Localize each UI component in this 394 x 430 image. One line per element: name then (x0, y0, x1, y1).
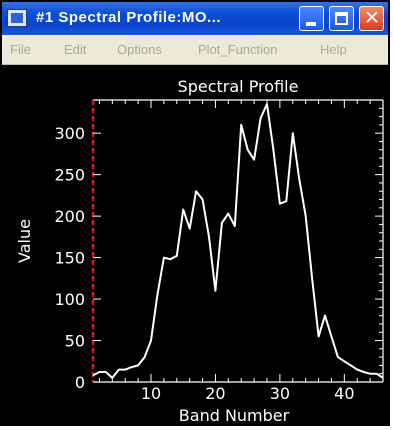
app-icon-graphic (11, 13, 23, 23)
window-title: #1 Spectral Profile:MO... (36, 9, 222, 26)
maximize-icon (335, 12, 348, 25)
plot-area: Spectral Profile 0 50 100 150 200 250 300 10 20 30… (2, 65, 388, 425)
app-icon[interactable] (7, 9, 27, 27)
x-tick-label: 40 (334, 384, 354, 403)
chart-title: Spectral Profile (178, 77, 299, 96)
close-button[interactable]: ✕ (359, 6, 384, 31)
spectral-profile-chart: Spectral Profile 0 50 100 150 200 250 300 10 20 30… (15, 77, 384, 425)
y-tick-label: 0 (75, 373, 85, 392)
y-tick-label: 250 (54, 166, 85, 185)
menu-options[interactable]: Options (117, 42, 162, 57)
close-icon: ✕ (364, 7, 380, 29)
x-tick-label: 30 (270, 384, 290, 403)
menu-help[interactable]: Help (320, 42, 347, 57)
x-tick-label: 10 (141, 384, 161, 403)
y-tick-label: 200 (54, 207, 85, 226)
y-axis-label: Value (15, 219, 34, 263)
menu-plot-function[interactable]: Plot_Function (198, 42, 278, 57)
y-tick-label: 300 (54, 124, 85, 143)
title-bar[interactable]: #1 Spectral Profile:MO... ✕ (2, 2, 388, 35)
menu-file[interactable]: File (10, 42, 31, 57)
spectral-profile-line (92, 103, 384, 379)
x-tick-label: 20 (205, 384, 225, 403)
minimize-icon (306, 22, 316, 26)
y-tick-label: 150 (54, 249, 85, 268)
x-axis-label: Band Number (179, 406, 290, 424)
menu-edit[interactable]: Edit (64, 42, 87, 57)
maximize-button[interactable] (329, 6, 354, 31)
minimize-button[interactable] (299, 6, 324, 31)
y-tick-label: 100 (54, 290, 85, 309)
y-tick-label: 50 (65, 332, 85, 351)
menu-bar: File Edit Options Plot_Function Help (2, 35, 388, 65)
